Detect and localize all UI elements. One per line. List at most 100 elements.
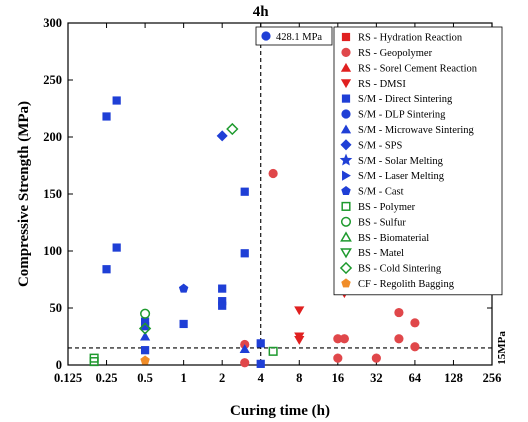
x-tick-label: 0.125 <box>54 371 82 385</box>
legend-box <box>333 26 503 296</box>
data-point <box>394 307 404 318</box>
legend-marker <box>341 201 351 211</box>
data-point <box>339 334 349 344</box>
x-tick-label: 128 <box>444 371 463 385</box>
x-axis-title: Curing time (h) <box>230 403 330 419</box>
data-point <box>240 249 249 258</box>
legend-marker <box>340 216 352 227</box>
data-point <box>256 339 265 348</box>
legend: RS - Hydration Reaction RS - Geopolymer RS… <box>333 26 503 296</box>
reference-lines: 4h 15MPa <box>68 4 508 365</box>
legend-label: S/M - Cast <box>358 187 404 198</box>
data-point <box>240 187 249 196</box>
data-point <box>226 122 239 136</box>
data-point <box>218 301 227 310</box>
y-tick-label: 200 <box>43 130 62 144</box>
legend-marker <box>340 62 352 72</box>
legend-label: RS - Sorel Cement Reaction <box>358 63 478 74</box>
data-point <box>410 318 420 328</box>
x-tick-label: 64 <box>409 371 422 385</box>
legend-marker <box>340 79 352 89</box>
vertical-line-label: 4h <box>253 4 270 20</box>
x-tick-label: 32 <box>370 371 383 385</box>
data-point <box>140 346 150 355</box>
legend-label: S/M - Laser Melting <box>358 171 445 182</box>
y-axis-title: Compressive Strength (MPa) <box>16 101 32 287</box>
legend-label: RS - Geopolymer <box>358 48 433 59</box>
data-point <box>410 342 420 352</box>
y-tick-label: 100 <box>43 244 62 258</box>
legend-label: RS - Hydration Reaction <box>358 33 463 44</box>
data-point <box>138 322 152 335</box>
legend-marker <box>340 231 352 242</box>
legend-marker <box>341 109 351 119</box>
legend-label: BS - Cold Sintering <box>358 264 442 275</box>
y-tick-label: 250 <box>43 73 62 87</box>
axis-ticks: 0.125 0.25 0.5 1 2 4 8 16 32 64 128 256 0 50 100 150 200… <box>43 16 501 385</box>
legend-marker <box>341 47 351 58</box>
data-point <box>140 308 151 319</box>
legend-label: S/M - Solar Melting <box>358 156 444 167</box>
data-point <box>333 353 343 363</box>
data-points <box>89 96 420 368</box>
data-point <box>294 335 305 345</box>
x-tick-label: 0.25 <box>96 371 118 385</box>
x-tick-label: 256 <box>483 371 502 385</box>
legend-label: S/M - SPS <box>358 140 403 151</box>
legend-marker <box>342 170 351 181</box>
annotation-marker <box>261 31 271 41</box>
legend-marker <box>340 139 352 151</box>
x-tick-label: 0.5 <box>137 371 153 385</box>
legend-label: BS - Matel <box>358 248 404 259</box>
legend-label: S/M - Direct Sintering <box>358 94 453 105</box>
data-point <box>179 319 188 329</box>
data-point <box>268 168 278 179</box>
y-tick-label: 150 <box>43 187 62 201</box>
legend-marker <box>340 124 352 134</box>
x-tick-label: 8 <box>296 371 302 385</box>
y-tick-label: 300 <box>43 16 62 30</box>
legend-label: RS - DMSI <box>358 79 406 90</box>
legend-label: BS - Biomaterial <box>358 233 429 244</box>
data-point <box>112 96 121 105</box>
legend-marker <box>339 261 353 275</box>
data-point <box>240 358 250 368</box>
legend-label: BS - Polymer <box>358 202 416 213</box>
data-point <box>112 243 121 252</box>
data-point <box>239 344 250 353</box>
data-point <box>256 359 265 368</box>
legend-label: S/M - Microwave Sintering <box>358 125 475 136</box>
y-tick-label: 50 <box>50 301 63 315</box>
x-tick-label: 4 <box>258 371 265 385</box>
legend-marker <box>340 248 352 259</box>
data-point <box>218 284 227 293</box>
x-tick-label: 1 <box>181 371 187 385</box>
data-point <box>294 306 305 316</box>
legend-marker <box>339 153 353 166</box>
data-point <box>89 357 99 367</box>
annotation-box <box>255 26 333 46</box>
legend-marker <box>341 32 351 42</box>
legend-label: S/M - DLP Sintering <box>358 110 446 121</box>
data-point <box>371 353 381 363</box>
data-point <box>102 265 111 274</box>
x-tick-label: 2 <box>219 371 225 385</box>
legend-label: BS - Sulfur <box>358 217 406 228</box>
data-point <box>178 283 189 293</box>
legend-marker <box>341 186 351 196</box>
data-point <box>139 331 151 341</box>
data-point <box>394 334 404 344</box>
annotation-label: 428.1 MPa <box>276 32 322 43</box>
data-point <box>216 130 228 142</box>
data-point <box>268 346 278 356</box>
data-point <box>102 112 111 121</box>
horizontal-line-label: 15MPa <box>496 331 508 365</box>
max-value-annotation: 428.1 MPa <box>255 26 333 46</box>
legend-label: CF - Regolith Bagging <box>358 279 455 290</box>
x-tick-label: 16 <box>332 371 345 385</box>
legend-marker <box>341 94 351 103</box>
y-tick-label: 0 <box>56 358 62 372</box>
data-point <box>140 355 150 365</box>
legend-marker <box>341 278 351 288</box>
